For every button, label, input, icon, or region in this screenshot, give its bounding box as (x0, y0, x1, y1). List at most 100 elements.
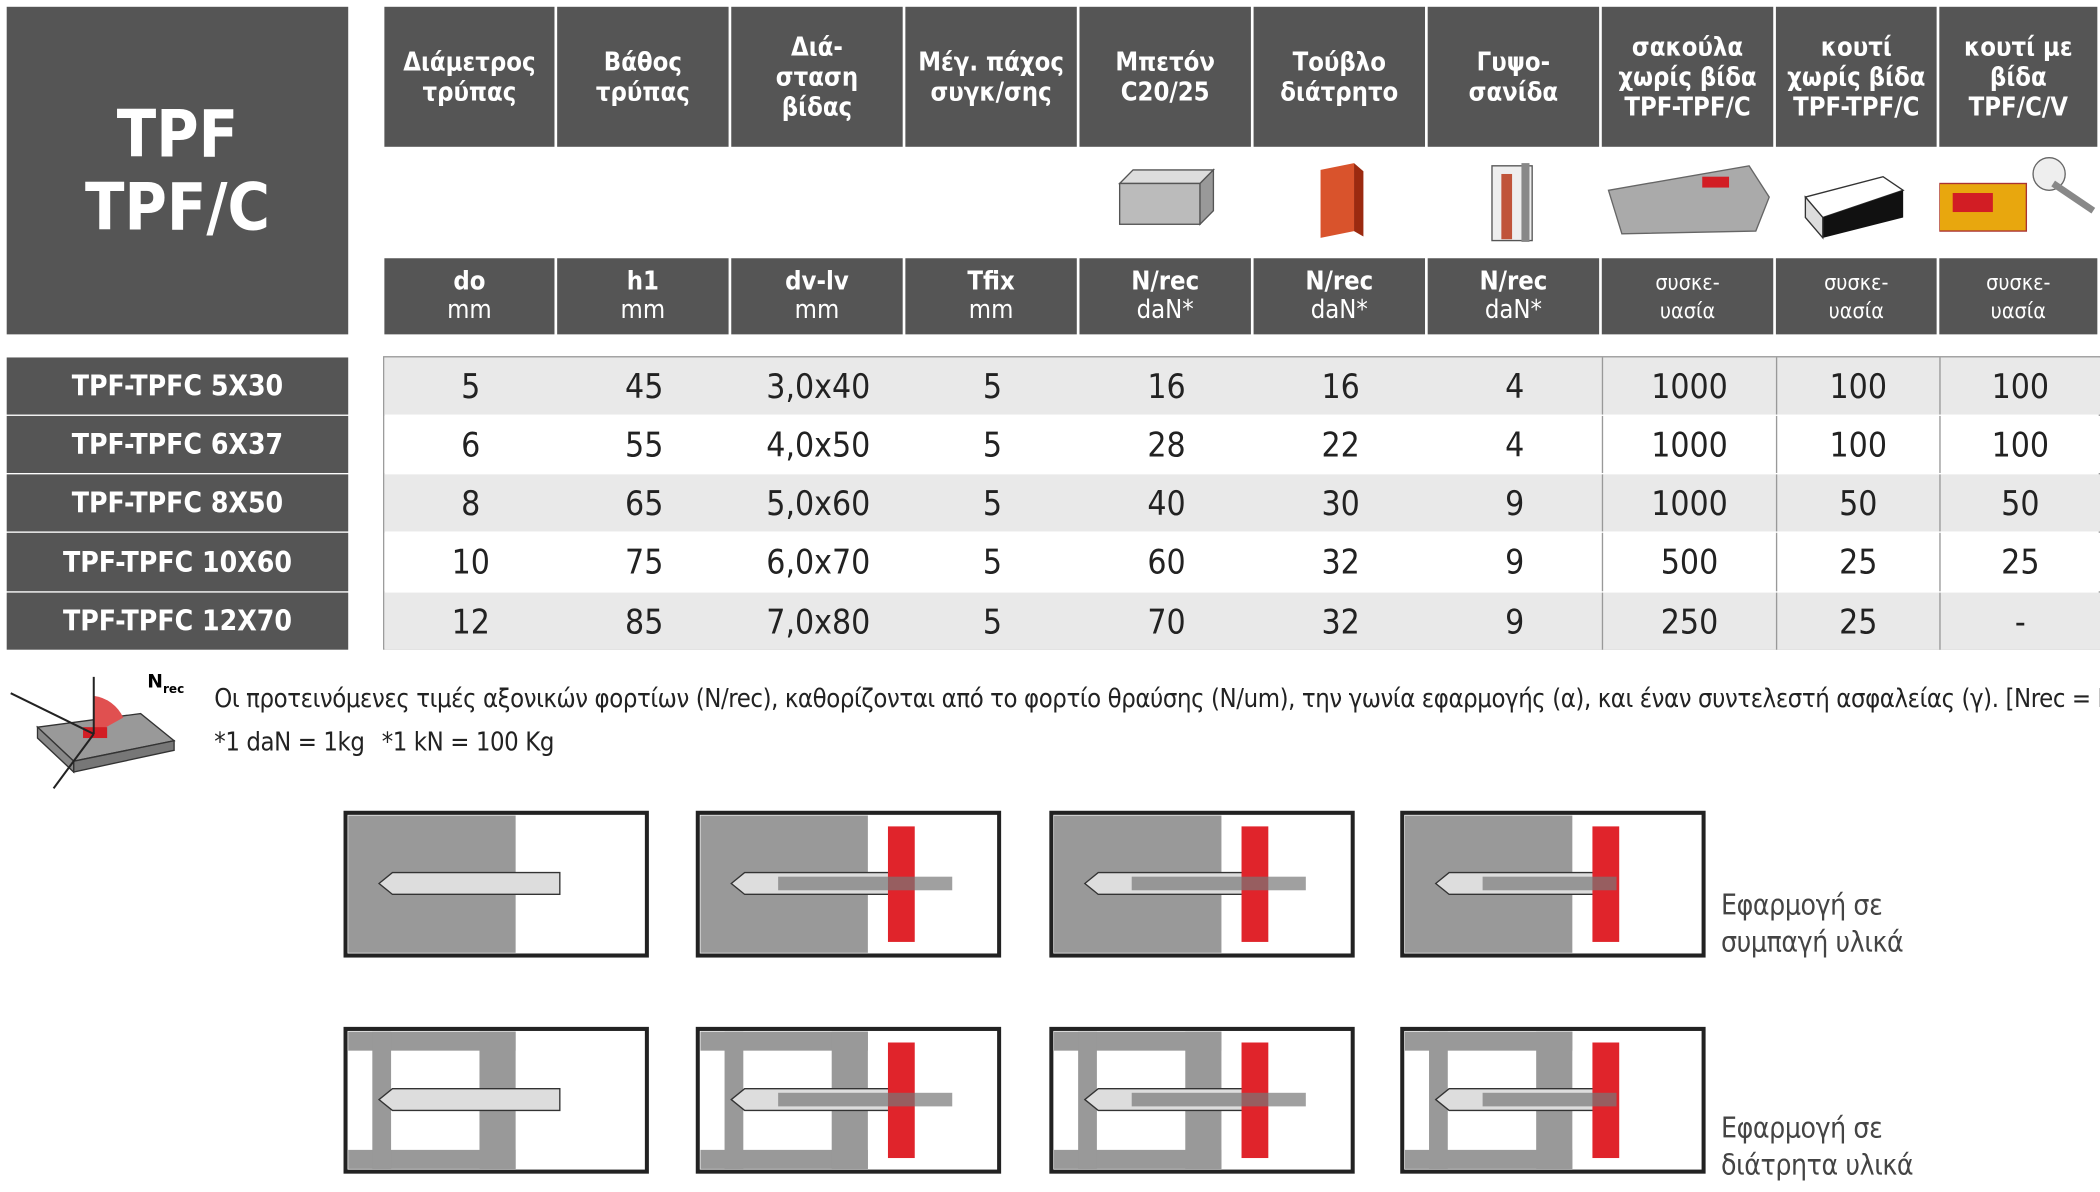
application-label: Εφαρμογή σε συμπαγή υλικά (1721, 888, 1904, 959)
unit-symbol: dv-lv (785, 266, 849, 297)
table-cell: 1000 (1601, 415, 1776, 474)
column-header: Μπετόν C20/25 (1079, 6, 1251, 147)
table-cell: 5 (982, 542, 1003, 582)
table-cell: 4 (1505, 366, 1525, 406)
unit-cell: dv-lv mm (731, 258, 903, 335)
row-band (384, 415, 2100, 474)
conversion: *1 kN = 100 Kg (381, 727, 555, 758)
column-header: κουτί με βίδα TPF/C/V (1939, 6, 2098, 147)
unit-cell: N/rec daN* (1079, 258, 1251, 335)
row-label: TPF-TPFC 6X37 (6, 415, 349, 474)
table-cell: 75 (625, 542, 664, 582)
unit-unit: daN* (1136, 294, 1194, 325)
table-cell: 16 (1321, 366, 1360, 406)
table-cell: 4 (1505, 424, 1525, 465)
table-cell: 32 (1321, 542, 1360, 582)
row-label: TPF-TPFC 8X50 (6, 474, 349, 532)
table-cell: - (1939, 592, 2100, 650)
table-cell: 55 (625, 424, 664, 465)
unit-symbol: συσκε- (1655, 269, 1720, 295)
table-cell: 6 (461, 424, 481, 465)
unit-cell: συσκε-υασία (1601, 258, 1774, 335)
table-cell: 4,0x50 (766, 424, 871, 465)
note: Οι προτεινόμενες τιμές αξονικών φορτίων … (214, 683, 2100, 714)
material-icon (1118, 168, 1216, 226)
table-cell: 100 (1939, 357, 2100, 415)
table-cell: 65 (625, 483, 664, 523)
table-cell: 500 (1601, 532, 1776, 592)
table-cell: 7,0x80 (766, 601, 871, 641)
unit-unit: daN* (1310, 294, 1368, 325)
unit-cell: συσκε-υασία (1775, 258, 1937, 335)
table-cell: 25 (1775, 592, 1939, 650)
table-cell: 30 (1321, 483, 1360, 523)
table-cell: 9 (1505, 601, 1525, 641)
table-cell: 10 (451, 542, 490, 582)
load-diagram: Nrec (10, 671, 184, 789)
table-cell: 9 (1505, 483, 1525, 523)
table-cell: 12 (451, 601, 490, 641)
table-cell: 5 (982, 601, 1003, 641)
unit-cell: N/rec daN* (1253, 258, 1426, 335)
column-header: Διά- σταση βίδας (731, 6, 903, 147)
table-cell: 1000 (1601, 357, 1776, 415)
load-label: Nrec (147, 671, 184, 697)
table-cell: 25 (1775, 532, 1939, 592)
table-cell: 5 (982, 424, 1003, 465)
row-band (384, 474, 2100, 532)
table-cell: 3,0x40 (766, 366, 871, 406)
table-cell: 50 (1939, 474, 2100, 532)
unit-cell: Tfix mm (905, 258, 1077, 335)
table-cell: 8 (461, 483, 481, 523)
title-line: TPF (116, 95, 239, 172)
unit-symbol: h1 (626, 266, 659, 297)
unit-cell: h1 mm (557, 258, 729, 335)
table-cell: 5 (982, 366, 1003, 406)
unit-unit: mm (620, 294, 666, 325)
row-label: TPF-TPFC 12X70 (6, 592, 349, 650)
unit-symbol: Tfix (967, 266, 1015, 297)
table-cell: 250 (1601, 592, 1776, 650)
unit-unit: υασία (1828, 297, 1884, 324)
table-cell: 100 (1939, 415, 2100, 474)
table-cell: 100 (1775, 357, 1939, 415)
product-title: TPF TPF/C (6, 6, 349, 335)
table-cell: 70 (1147, 601, 1186, 641)
table-cell: 22 (1321, 424, 1360, 465)
table-cell: 50 (1775, 474, 1939, 532)
unit-unit: daN* (1484, 294, 1542, 325)
title-line: TPF/C (84, 169, 270, 246)
table-cell: 85 (625, 601, 664, 641)
column-header: Γυψο- σανίδα (1427, 6, 1600, 147)
unit-cell: N/rec daN* (1427, 258, 1600, 335)
column-header: Βάθος τρύπας (557, 6, 729, 147)
row-band (384, 357, 2100, 415)
table-cell: 1000 (1601, 474, 1776, 532)
table-cell: 6,0x70 (766, 542, 871, 582)
table-cell: 5,0x60 (766, 483, 871, 523)
table-cell: 5 (461, 366, 481, 406)
material-icon (1607, 165, 1770, 235)
unit-unit: υασία (1990, 297, 2046, 324)
column-header: κουτί χωρίς βίδα TPF-TPF/C (1775, 6, 1937, 147)
unit-cell: συσκε-υασία (1939, 258, 2098, 335)
row-label: TPF-TPFC 5X30 (6, 357, 349, 415)
table-cell: 25 (1939, 532, 2100, 592)
table-cell: 9 (1505, 542, 1525, 582)
table-cell: 45 (625, 366, 664, 406)
table-cell: 32 (1321, 601, 1360, 641)
column-header: σακούλα χωρίς βίδα TPF-TPF/C (1601, 6, 1774, 147)
column-header: Διάμετρος τρύπας (384, 6, 555, 147)
column-header: Τούβλο διάτρητο (1253, 6, 1426, 147)
unit-cell: do mm (384, 258, 555, 335)
material-icon (1939, 156, 2096, 232)
row-label: TPF-TPFC 10X60 (6, 532, 349, 592)
unit-symbol: συσκε- (1824, 269, 1889, 295)
table-cell: 28 (1147, 424, 1186, 465)
unit-symbol: συσκε- (1986, 269, 2051, 295)
table-cell: 40 (1147, 483, 1186, 523)
material-icon (1491, 163, 1533, 242)
material-icon (1804, 175, 1905, 240)
unit-unit: υασία (1659, 297, 1716, 324)
